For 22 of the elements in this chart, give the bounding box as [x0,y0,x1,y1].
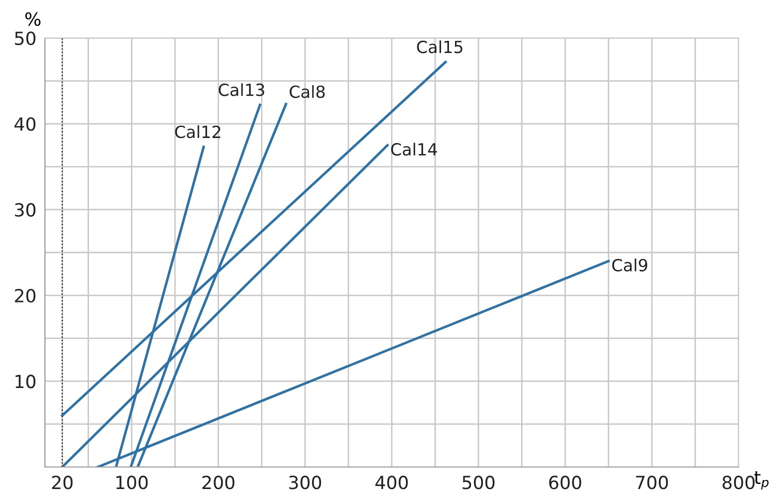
y-tick-label: 20 [14,288,36,303]
x-tick-label: 200 [202,476,234,490]
x-axis-title: t$_{p}$ [754,471,769,490]
x-tick-label: 600 [549,476,582,490]
x-tick-label: 300 [289,476,322,490]
series-label: Cal8 [290,85,325,98]
series-label: Cal9 [612,258,648,272]
x-tick-label: 20 [52,476,73,490]
x-tick-label: 700 [636,476,668,490]
series-label: Cal15 [417,40,462,54]
series-label: Cal13 [218,83,264,96]
series-label: Cal12 [175,125,220,138]
y-tick-label: 10 [16,374,36,388]
y-tick-label: 30 [15,203,36,217]
y-tick-label: 50 [15,31,36,46]
series-label: Cal14 [391,142,437,156]
x-tick-label: 100 [116,476,148,490]
x-tick-label: 400 [375,476,408,490]
x-tick-label: 800 [722,476,755,490]
y-tick-label: 40 [14,117,36,131]
x-tick-label: 500 [462,476,494,490]
y-axis-title: % [25,12,40,26]
